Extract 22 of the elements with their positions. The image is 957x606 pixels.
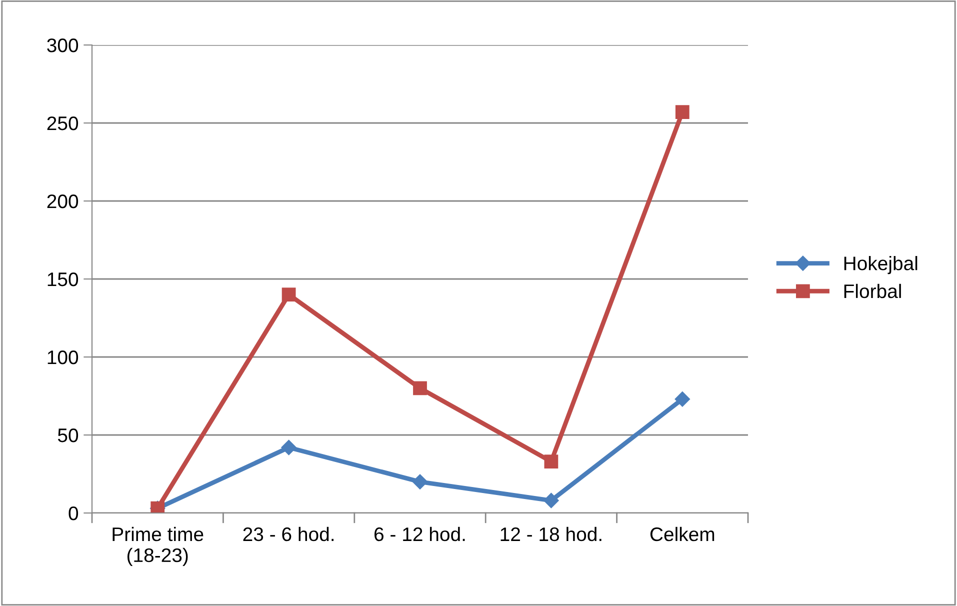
point (412, 474, 428, 490)
y-tick-label: 300 (47, 38, 78, 52)
point (675, 105, 690, 120)
point (282, 288, 296, 302)
y-tick-label: 150 (48, 272, 78, 286)
x-tick-label: 6 - 12 hod. (374, 526, 465, 542)
y-tick-label: 50 (58, 428, 78, 442)
x-tick-label: 12 - 18 hod. (500, 526, 602, 542)
x-tick-label: Celkem (650, 526, 714, 542)
x-tick-label: 23 - 6 hod. (243, 526, 334, 542)
point (413, 381, 427, 396)
y-tick-label: 100 (48, 350, 78, 364)
point (544, 454, 558, 468)
y-tick-label: 250 (47, 116, 78, 130)
point (544, 492, 559, 508)
point (674, 392, 690, 407)
legend-label: Hokejbal (844, 256, 918, 274)
x-tick-label: Prime time (18-23) (112, 526, 204, 566)
y-tick-label: 200 (47, 194, 78, 208)
point (281, 440, 296, 456)
y-tick-label: 0 (68, 506, 78, 520)
legend-label: Florbal (844, 284, 901, 298)
